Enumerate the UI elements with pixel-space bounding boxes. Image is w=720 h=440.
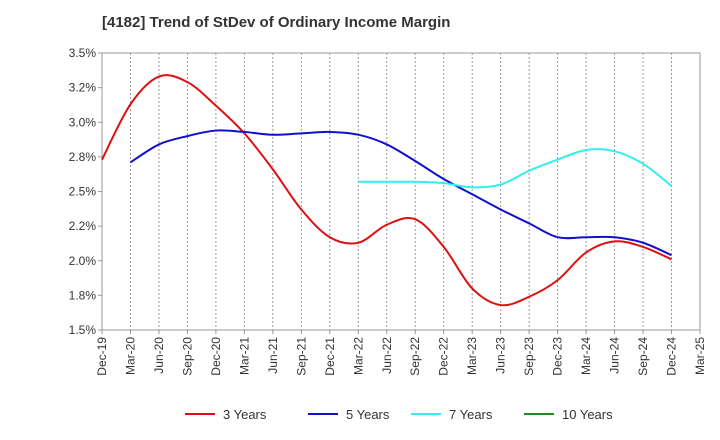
x-tick-label: Dec-22 <box>437 337 451 376</box>
legend-label-7-years: 7 Years <box>449 407 493 422</box>
y-tick-label: 2.2% <box>69 219 97 233</box>
x-tick-label: Jun-23 <box>494 337 508 374</box>
x-tick-label: Jun-21 <box>266 337 280 374</box>
y-tick-label: 2.8% <box>69 150 97 164</box>
x-tick-label: Mar-24 <box>579 337 593 375</box>
y-tick-label: 1.8% <box>69 288 97 302</box>
x-tick-label: Mar-25 <box>693 337 707 375</box>
x-tick-label: Dec-23 <box>551 337 565 376</box>
x-tick-label: Mar-23 <box>465 337 479 375</box>
x-tick-label: Jun-20 <box>152 337 166 374</box>
x-tick-label: Dec-24 <box>665 337 679 376</box>
y-tick-label: 3.5% <box>69 46 97 60</box>
grid-lines <box>129 53 673 330</box>
x-tick-label: Mar-22 <box>351 337 365 375</box>
series-lines <box>101 74 673 307</box>
legend: 3 Years 5 Years 7 Years 10 Years <box>185 407 613 422</box>
series-line-7-years <box>358 148 673 189</box>
x-tick-label: Dec-19 <box>95 337 109 376</box>
x-tick-label: Sep-22 <box>408 337 422 376</box>
y-tick-label: 3.2% <box>69 81 97 95</box>
x-tick-label: Mar-20 <box>123 337 137 375</box>
x-tick-label: Sep-20 <box>180 337 194 376</box>
legend-label-5-years: 5 Years <box>346 407 390 422</box>
x-tick-label: Sep-21 <box>294 337 308 376</box>
legend-label-10-years: 10 Years <box>562 407 613 422</box>
y-tick-label: 2.5% <box>69 185 97 199</box>
plot-frame <box>101 52 701 331</box>
legend-label-3-years: 3 Years <box>223 407 267 422</box>
series-line-3-years <box>101 74 672 307</box>
x-tick-label: Sep-24 <box>636 337 650 376</box>
axes: 1.5% 1.8% 2.0% 2.2% 2.5% 2.8% 3.0% 3.2% 3.5% Dec-… <box>69 46 707 376</box>
y-tick-label: 3.0% <box>69 115 97 129</box>
chart-title: [4182] Trend of StDev of Ordinary Income… <box>102 14 451 31</box>
y-tick-label: 2.0% <box>69 254 97 268</box>
y-tick-label: 1.5% <box>69 323 97 337</box>
x-tick-label: Dec-20 <box>209 337 223 376</box>
series-line-5-years <box>129 129 672 257</box>
x-tick-label: Mar-21 <box>237 337 251 375</box>
x-tick-label: Jun-22 <box>380 337 394 374</box>
x-tick-label: Jun-24 <box>608 337 622 374</box>
x-tick-label: Sep-23 <box>522 337 536 376</box>
x-tick-label: Dec-21 <box>323 337 337 376</box>
